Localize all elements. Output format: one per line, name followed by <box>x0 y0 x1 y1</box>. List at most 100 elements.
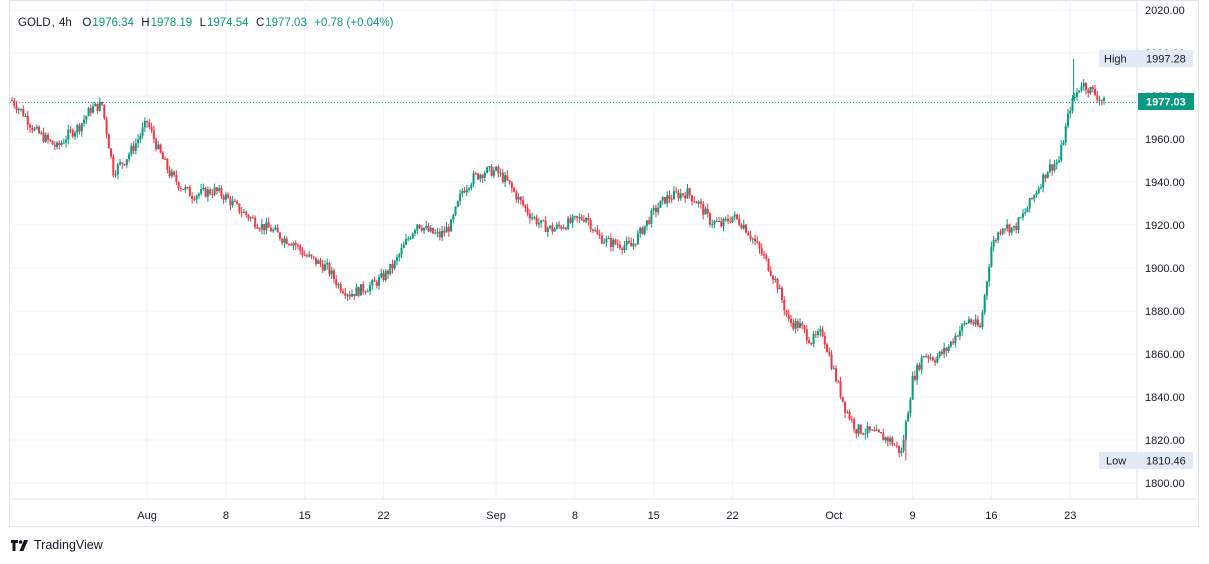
grid-lines <box>10 0 1137 499</box>
candle-body <box>1087 90 1090 94</box>
low-tag-label: Low <box>1106 456 1126 468</box>
candle-body <box>1019 217 1022 219</box>
candle-body <box>393 260 396 269</box>
candle-body <box>339 284 342 292</box>
candle-body <box>904 421 907 440</box>
candle-body <box>159 144 162 153</box>
candle-body <box>898 445 901 453</box>
ohlc-legend: GOLD, 4h O1976.34 H1978.19 L1974.54 C197… <box>18 17 394 29</box>
candle-body <box>533 217 536 219</box>
candle-body <box>96 103 99 111</box>
tradingview-logo[interactable]: TradingView <box>11 538 103 552</box>
candle-body <box>573 216 576 218</box>
candle-body <box>693 201 696 203</box>
candle-body <box>778 287 781 290</box>
candle-body <box>958 330 961 337</box>
candle-body <box>110 148 113 157</box>
high-tag-label: High <box>1104 54 1127 66</box>
candle-body <box>193 198 196 200</box>
candle-body <box>715 221 718 223</box>
candle-body <box>24 115 27 117</box>
candle-body <box>706 208 709 214</box>
candle-body <box>997 232 1000 241</box>
candle-body <box>1071 98 1074 111</box>
candle-body <box>319 260 322 265</box>
candle-body <box>51 140 54 145</box>
candle-body <box>80 123 83 132</box>
candle-body <box>704 208 707 215</box>
candle-body <box>1091 86 1094 89</box>
candle-body <box>925 356 928 358</box>
candle-body <box>943 347 946 354</box>
candle-body <box>292 243 295 246</box>
candle-body <box>1060 145 1063 161</box>
candle-body <box>359 284 362 296</box>
candle-body <box>1006 224 1009 229</box>
candle-body <box>396 257 399 261</box>
candle-body <box>859 424 862 434</box>
candle-body <box>515 191 518 200</box>
candle-body <box>1044 174 1047 179</box>
candle-body <box>650 210 653 224</box>
candle-body <box>542 220 545 222</box>
candle-body <box>240 212 243 214</box>
candle-body <box>717 221 720 223</box>
candle-body <box>695 201 698 204</box>
candle-body <box>362 284 365 292</box>
candle-body <box>314 257 317 264</box>
candle-body <box>769 270 772 276</box>
candle-body <box>686 188 689 199</box>
time-axis[interactable]: Aug 8 15 22 Sep 8 15 22 Oct 9 16 23 <box>137 510 1076 522</box>
legend-symbol: GOLD <box>18 17 51 29</box>
candle-body <box>209 189 212 194</box>
candlestick-chart[interactable]: 1800.00 1820.00 1840.00 1860.00 1880.00 1900.… <box>0 0 1209 527</box>
candle-body <box>242 211 245 213</box>
candle-body <box>382 273 385 281</box>
candle-body <box>47 134 50 140</box>
candle-body <box>724 218 727 220</box>
candle-body <box>979 325 982 328</box>
candle-body <box>1055 162 1058 165</box>
candle-body <box>956 335 959 337</box>
candle-body <box>697 201 700 204</box>
candle-body <box>1010 227 1013 233</box>
candle-body <box>168 169 171 177</box>
candle-body <box>101 101 104 105</box>
candle-body <box>992 240 995 248</box>
candle-body <box>580 217 583 220</box>
candle-body <box>438 231 441 238</box>
low-tag: Low 1810.46 <box>1099 452 1193 469</box>
tradingview-label: TradingView <box>34 538 103 552</box>
candle-body <box>211 193 214 195</box>
candle-body <box>301 250 304 256</box>
candle-body <box>1030 198 1033 200</box>
chart-frame[interactable] <box>9 0 1199 527</box>
candle-body <box>758 242 761 249</box>
candle-body <box>1053 164 1056 171</box>
price-axis[interactable]: 1800.00 1820.00 1840.00 1860.00 1880.00 1900.… <box>1145 5 1185 490</box>
candle-body <box>92 106 95 113</box>
candle-body <box>114 174 117 176</box>
candle-body <box>835 368 838 382</box>
candle-body <box>1046 171 1049 179</box>
candle-body <box>416 224 419 231</box>
candle-body <box>828 352 831 355</box>
candle-body <box>990 247 993 267</box>
candles <box>11 58 1105 461</box>
price-tick-label: 2020.00 <box>1145 5 1185 17</box>
candle-body <box>130 145 133 155</box>
candle-body <box>947 346 950 352</box>
candle-body <box>1033 195 1036 199</box>
candle-body <box>94 103 97 107</box>
candle-body <box>821 329 824 336</box>
candle-body <box>134 143 137 151</box>
candle-body <box>434 232 437 234</box>
candle-body <box>317 260 320 264</box>
candle-body <box>902 439 905 451</box>
candle-body <box>765 255 768 259</box>
candle-body <box>152 130 155 140</box>
candle-body <box>733 214 736 217</box>
legend-close: 1977.03 <box>265 17 307 29</box>
candle-body <box>29 124 32 128</box>
candle-body <box>544 220 547 232</box>
